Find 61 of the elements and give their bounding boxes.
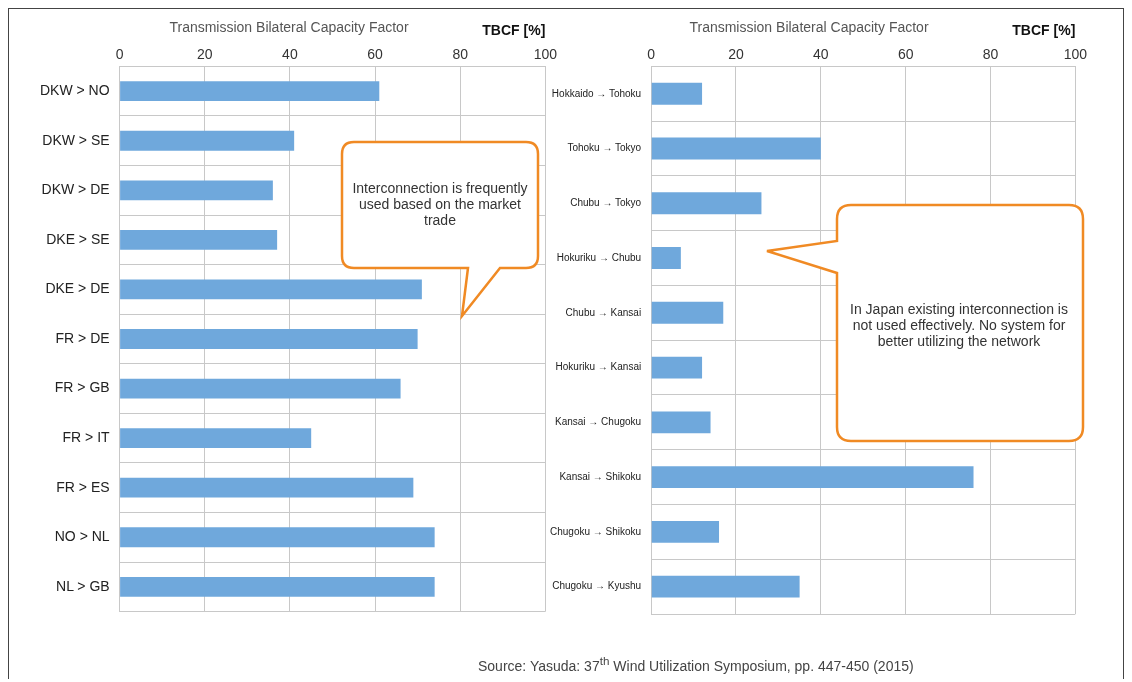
annotation: In Japan existing interconnection is not used effectively. No system for better utilizing the network [850,300,1068,351]
bar [120,229,278,250]
y-tick-label: NO > NL [54,528,110,545]
y-tick-label: NL > GB [56,577,110,594]
bar [120,279,422,300]
x-axis-title: TBCF [%] [1012,22,1076,39]
bar [120,477,414,498]
x-tick-label: 80 [982,45,999,62]
bar [651,247,681,270]
chart-title: Transmission Bilateral Capacity Factor [689,19,929,36]
x-axis-title: TBCF [%] [482,22,546,39]
bar [651,575,800,598]
bar [120,428,312,449]
bar [120,130,295,151]
y-tick-label: FR > GB [54,379,110,396]
x-tick-label: 60 [897,45,914,62]
x-tick-label: 100 [533,45,558,62]
y-tick-label: Tohoku → Tokyo [567,142,642,154]
bar [651,466,974,489]
bar [120,81,380,102]
y-tick-label: Chugoku → Shikoku [549,525,642,537]
y-tick-label: Kansai → Shikoku [559,470,642,482]
x-tick-label: 0 [647,45,656,62]
bar [120,527,435,548]
x-tick-label: 20 [728,45,744,62]
source-note: Source: Yasuda: 37$^{th}$ Wind Utilization Symposium, pp. 447-450 (2015) [478,654,914,674]
y-tick-label: Chugoku → Kyushu [552,580,642,592]
x-tick-label: 20 [196,45,213,62]
bar [651,82,703,105]
bar [651,192,762,215]
chart-title: Transmission Bilateral Capacity Factor [169,19,409,36]
y-tick-label: DKW > SE [42,131,110,148]
bar [120,576,435,597]
y-tick-label: Hokuriku → Chubu [556,251,642,263]
y-tick-label: Chubu → Tokyo [570,197,642,209]
x-tick-label: 100 [1063,45,1088,62]
y-tick-label: DKW > DE [41,181,110,198]
y-tick-label: Hokkaido → Tohoku [551,87,642,99]
bar [120,180,273,201]
bar [651,356,703,379]
x-tick-label: 60 [367,45,384,62]
y-tick-label: DKW > NO [39,82,110,99]
bar [651,137,821,160]
y-tick-label: Chubu → Kansai [565,306,642,318]
y-tick-label: FR > ES [56,478,110,495]
y-tick-label: FR > DE [55,329,110,346]
annotation: Interconnection is frequently used based on the market trade [352,179,528,230]
x-tick-label: 40 [282,45,298,62]
bar [651,411,711,434]
y-tick-label: Kansai → Chugoku [554,416,642,428]
y-tick-label: DKE > DE [45,280,110,297]
bar [120,329,418,349]
bar [120,378,401,399]
x-tick-label: 80 [452,45,469,62]
x-tick-label: 40 [813,45,829,62]
y-tick-label: Hokuriku → Kansai [555,361,642,373]
bar [651,301,724,324]
bar [651,520,720,543]
y-tick-label: DKE > SE [46,230,110,247]
x-tick-label: 0 [115,45,124,62]
y-tick-label: FR > IT [62,428,111,445]
